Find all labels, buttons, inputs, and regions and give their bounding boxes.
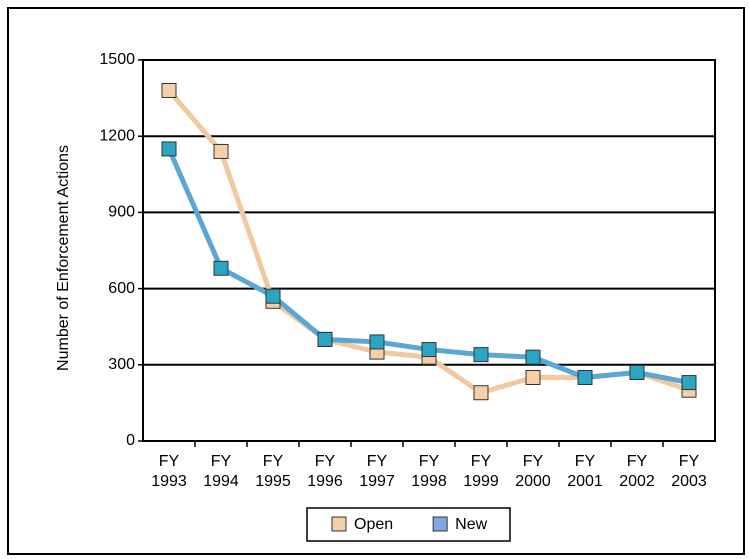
y-tick-label: 0: [126, 432, 135, 449]
marker: [213, 260, 229, 276]
marker: [161, 82, 177, 98]
marker: [161, 141, 177, 157]
marker: [681, 375, 697, 391]
x-tick-label: FY 1993: [151, 453, 187, 490]
marker: [525, 349, 541, 365]
legend-label: Open: [354, 516, 393, 533]
x-tick-label: FY 2003: [671, 453, 707, 490]
x-tick-label: FY 1995: [255, 453, 291, 490]
x-tick-label: FY 1996: [307, 453, 343, 490]
x-tick-label: FY 2002: [619, 453, 655, 490]
x-tick-label: FY 1994: [203, 453, 239, 490]
y-axis-label: Number of Enforcement Actions: [55, 145, 72, 371]
plot-border: [142, 59, 716, 442]
marker: [525, 370, 541, 385]
marker: [473, 347, 489, 363]
x-tick-label: FY 1997: [359, 453, 395, 490]
marker: [421, 342, 437, 358]
y-tick-label: 1500: [99, 51, 135, 68]
plot-area: [143, 60, 715, 441]
marker: [473, 385, 489, 401]
y-tick-label: 300: [108, 356, 135, 373]
legend-swatch: [331, 516, 347, 532]
marker: [629, 364, 645, 380]
marker: [213, 143, 229, 159]
x-tick-label: FY 2000: [515, 453, 551, 490]
y-tick-label: 1200: [99, 127, 135, 144]
legend-label: New: [455, 516, 487, 533]
marker: [577, 370, 593, 385]
x-tick-label: FY 1999: [463, 453, 499, 490]
marker: [369, 334, 385, 350]
x-tick-label: FY 2001: [567, 453, 603, 490]
marker: [317, 331, 333, 347]
marker: [265, 288, 281, 304]
y-tick-label: 900: [108, 204, 135, 221]
x-tick-label: FY 1998: [411, 453, 447, 490]
y-tick-label: 600: [108, 280, 135, 297]
legend-swatch: [432, 516, 448, 532]
